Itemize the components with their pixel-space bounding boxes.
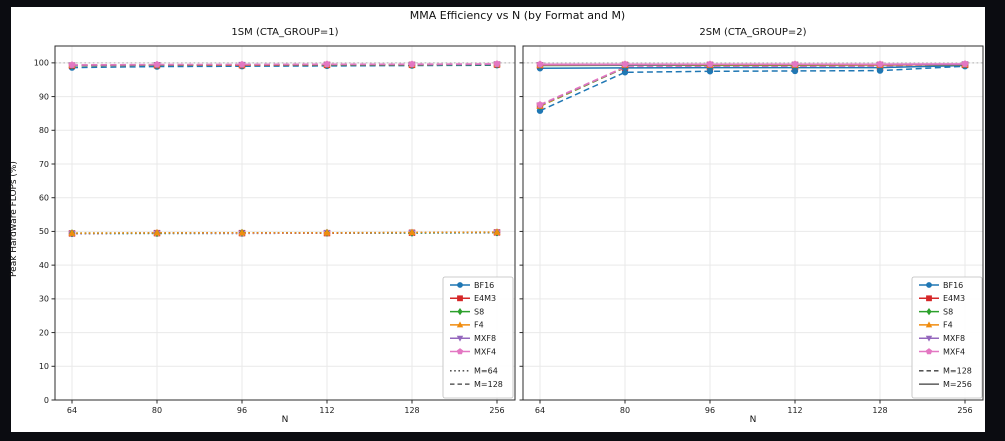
y-tick-label: 80 xyxy=(39,126,49,135)
series-MXF4-M256-marker xyxy=(536,60,544,68)
axes-frame xyxy=(54,45,516,401)
legend-label-mstyle: M=128 xyxy=(474,380,503,389)
x-tick-label: 256 xyxy=(957,406,972,415)
legend-label-format: MXF4 xyxy=(474,347,496,356)
x-tick-label: 64 xyxy=(67,406,77,415)
y-tick-label: 0 xyxy=(44,396,49,405)
series-MXF4-M128-marker xyxy=(238,60,246,68)
y-tick-label: 90 xyxy=(39,92,49,101)
legend-marker-MXF8 xyxy=(925,335,933,342)
x-tick-label: 256 xyxy=(489,406,504,415)
axes-frame xyxy=(522,45,984,401)
grid xyxy=(523,46,983,401)
x-tick-label: 64 xyxy=(535,406,545,415)
y-tick-label: 20 xyxy=(39,328,49,337)
y-tick-label: 30 xyxy=(39,295,49,304)
series-MXF4-M128-line xyxy=(539,63,966,106)
x-tick-label: 96 xyxy=(705,406,715,415)
y-tick-label: 100 xyxy=(34,59,49,68)
subplot-title-1sm: 1SM (CTA_GROUP=1) xyxy=(231,27,339,38)
series-MXF4-M256-marker xyxy=(621,60,629,68)
legend-marker-E4M3 xyxy=(926,295,932,302)
series-MXF4-M128-marker xyxy=(493,60,501,67)
axis-ticks: 0 10 20 30 40 50 60 70 80 90 100 64 80 96 112 128 256 xyxy=(34,59,505,415)
legend-marker-MXF4 xyxy=(925,348,933,355)
legend-marker-BF16 xyxy=(457,282,463,288)
x-axis-label-left: N xyxy=(281,415,289,425)
legend-marker-F4 xyxy=(925,321,933,328)
legend-label-format: S8 xyxy=(474,307,484,316)
legend-label-format: MXF8 xyxy=(943,334,965,343)
y-tick-label: 70 xyxy=(39,160,49,169)
series-F4-M64-marker xyxy=(493,228,501,235)
legend-marker-MXF4 xyxy=(456,348,464,355)
legend-label-format: E4M3 xyxy=(943,294,965,303)
series-F4-M64-marker xyxy=(68,229,76,236)
y-tick-label: 50 xyxy=(39,227,49,236)
legend-marker-S8 xyxy=(457,307,463,316)
series-F4-M64-line xyxy=(71,231,498,234)
subplot-1: 0 10 20 30 40 50 60 70 80 90 100 64 80 96 112 128 256 BF1… xyxy=(34,45,516,415)
series-MXF4-M128-marker xyxy=(408,60,416,68)
series-MXF4-M128-marker xyxy=(323,60,331,68)
series-BF16-M128-line xyxy=(539,65,966,112)
legend-label-mstyle: M=64 xyxy=(474,367,498,376)
series-F4-M64-marker xyxy=(323,228,331,236)
subplot-2: 64 80 96 112 128 256 BF16 E4M3 S8 F4 MXF8 MXF4 M=128… xyxy=(519,45,984,415)
legend-label-format: BF16 xyxy=(943,281,963,290)
legend-marker-F4 xyxy=(456,321,464,328)
axis-ticks: 64 80 96 112 128 256 xyxy=(519,62,973,415)
legend-label-format: BF16 xyxy=(474,281,494,290)
series-S8-M128-line xyxy=(539,64,966,108)
series-F4-M64-marker xyxy=(408,228,416,236)
series-MXF4-M256-marker xyxy=(791,60,799,68)
series-F4-M64-marker xyxy=(238,228,246,236)
x-tick-label: 128 xyxy=(872,406,887,415)
legend-label-format: F4 xyxy=(474,321,484,330)
legend-marker-S8 xyxy=(926,307,932,316)
x-tick-label: 96 xyxy=(237,406,247,415)
series-MXF4-M256-marker xyxy=(876,60,884,68)
legend-label-mstyle: M=128 xyxy=(943,367,972,376)
series-E4M3-M128-line xyxy=(539,64,966,107)
x-tick-label: 112 xyxy=(787,406,802,415)
legend: BF16 E4M3 S8 F4 MXF8 MXF4 M=64 M=128 xyxy=(442,276,514,399)
legend-marker-BF16 xyxy=(926,282,932,288)
legend-label-format: MXF4 xyxy=(943,347,965,356)
series-MXF4-M256-marker xyxy=(961,60,969,67)
figure-title: MMA Efficiency vs N (by Format and M) xyxy=(409,9,626,22)
series-MXF8-M128-line xyxy=(539,64,966,107)
series-F4-M64-marker xyxy=(153,228,161,236)
x-tick-label: 80 xyxy=(152,406,162,415)
series-F4-M128-line xyxy=(539,64,966,107)
series-BF16-M128-line xyxy=(71,64,498,69)
legend: BF16 E4M3 S8 F4 MXF8 MXF4 M=128 M=256 xyxy=(911,276,983,399)
series-MXF4-M128-marker xyxy=(536,100,544,108)
series-MXF4-M256-marker xyxy=(706,60,714,68)
x-tick-label: 112 xyxy=(319,406,334,415)
series-BF16-M256-line xyxy=(539,64,966,70)
legend-label-format: F4 xyxy=(943,321,953,330)
y-tick-label: 10 xyxy=(39,362,49,371)
x-tick-label: 128 xyxy=(404,406,419,415)
y-tick-label: 40 xyxy=(39,261,49,270)
series-MXF4-M128-marker xyxy=(68,61,76,68)
legend-marker-E4M3 xyxy=(457,295,463,302)
y-tick-label: 60 xyxy=(39,194,49,203)
legend-label-format: MXF8 xyxy=(474,334,496,343)
series-MXF4-M128-marker xyxy=(153,60,161,68)
legend-label-format: S8 xyxy=(943,307,953,316)
series-MXF4-M128-line xyxy=(71,63,498,66)
legend-label-mstyle: M=256 xyxy=(943,380,972,389)
series-BF16-M128-marker xyxy=(536,107,544,114)
legend-marker-MXF8 xyxy=(456,335,464,342)
x-tick-label: 80 xyxy=(620,406,630,415)
subplot-title-2sm: 2SM (CTA_GROUP=2) xyxy=(699,27,807,38)
x-axis-label-right: N xyxy=(749,415,757,425)
legend-label-format: E4M3 xyxy=(474,294,496,303)
